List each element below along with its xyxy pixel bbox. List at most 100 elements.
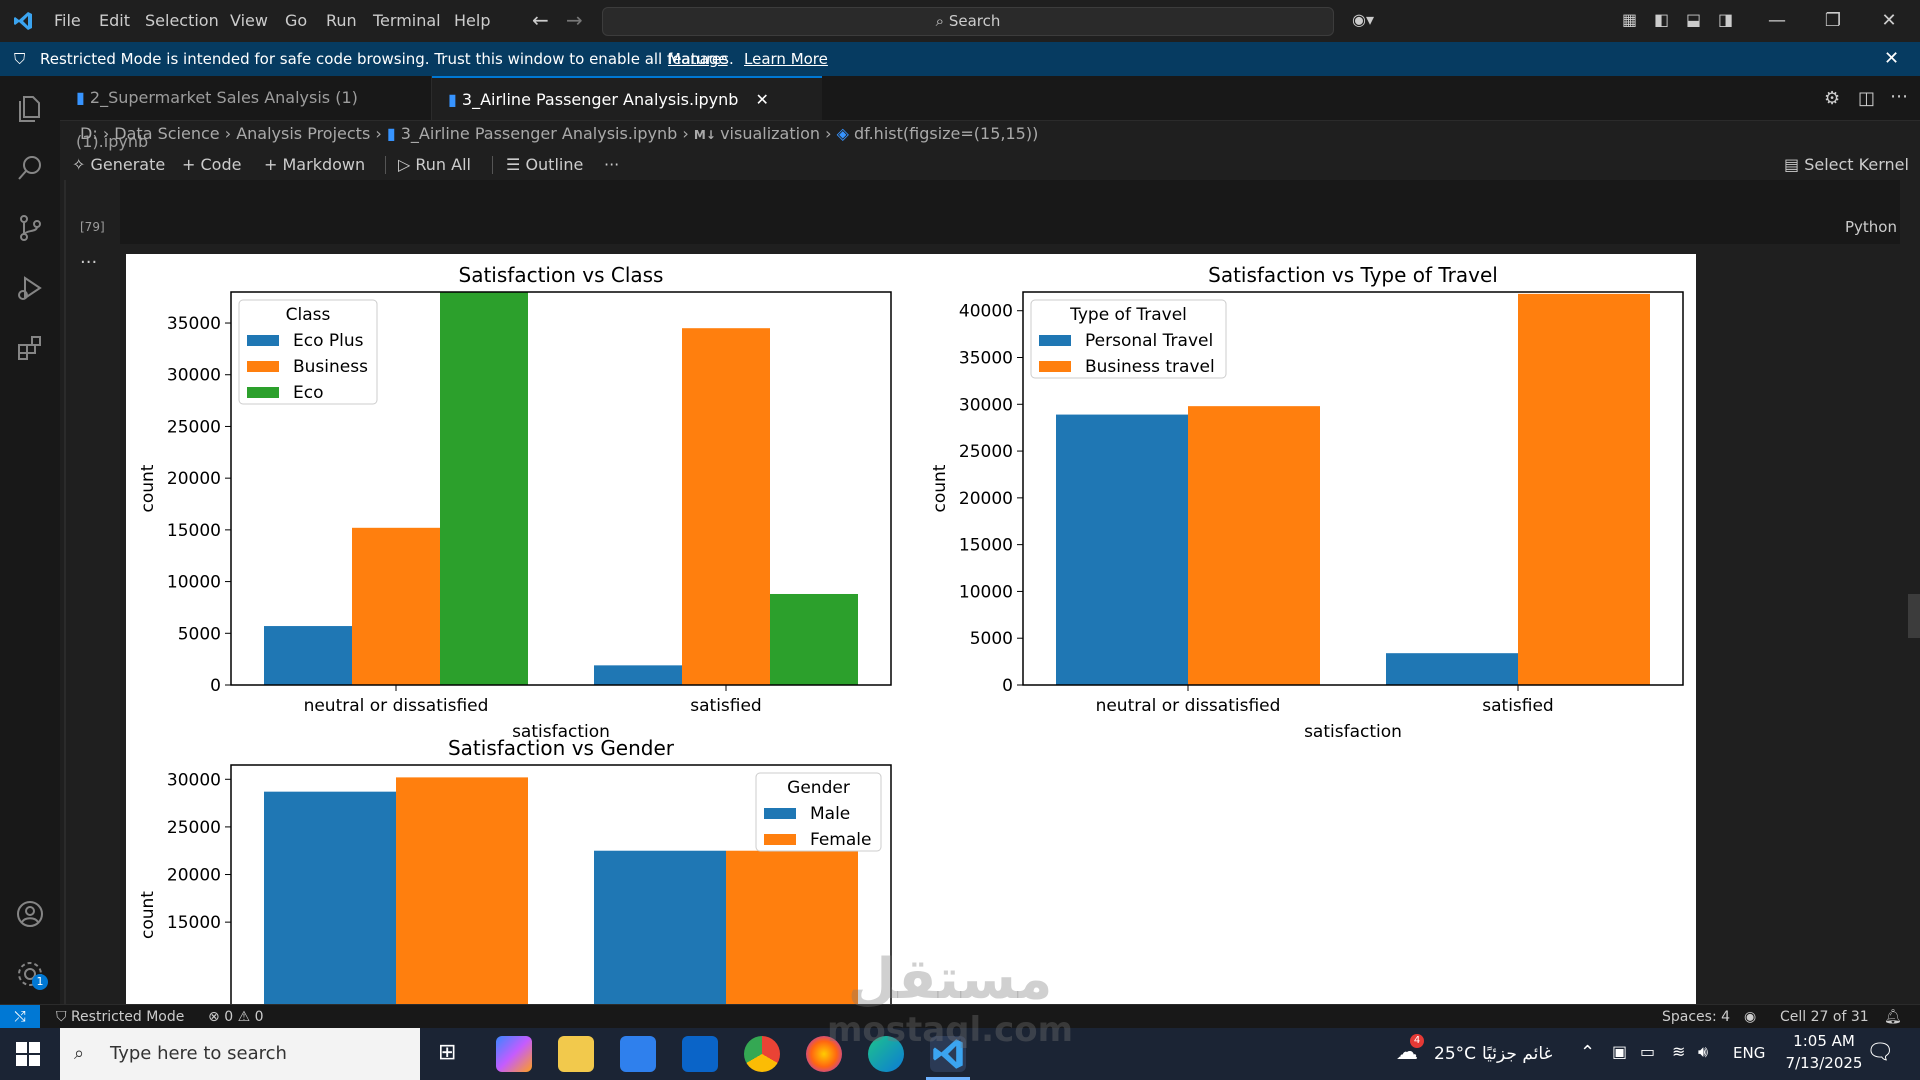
input-language[interactable]: ENG (1733, 1044, 1766, 1062)
settings-badge: 1 (32, 974, 48, 990)
temperature[interactable]: 25°C (1434, 1044, 1477, 1064)
edge-icon[interactable] (868, 1036, 904, 1072)
command-search-box[interactable]: ⌕ Search (602, 7, 1334, 36)
y-tick-label: 25000 (167, 818, 221, 838)
bar-business (352, 527, 440, 685)
accounts-icon[interactable] (0, 884, 60, 944)
notebook-toolbar: ✧ Generate + Code + Markdown ▷ Run All ☰… (60, 150, 1920, 180)
code-cell[interactable] (120, 180, 1900, 244)
add-markdown-button[interactable]: + Markdown (264, 150, 365, 180)
copilot-icon[interactable]: ◉▾ (1352, 10, 1374, 29)
copilot-status-icon[interactable]: ◉ (1744, 1009, 1757, 1025)
close-banner-icon[interactable]: ✕ (1884, 48, 1900, 69)
y-tick-label: 15000 (167, 521, 221, 541)
manage-gear-icon[interactable] (0, 944, 60, 1004)
firefox-icon[interactable] (806, 1036, 842, 1072)
menu-help[interactable]: Help (454, 11, 491, 30)
toggle-secondary-sidebar-icon[interactable]: ◨ (1718, 10, 1734, 29)
clock-date[interactable]: 7/13/2025 (1785, 1054, 1863, 1072)
forward-arrow-icon[interactable]: → (566, 8, 583, 32)
add-code-button[interactable]: + Code (182, 150, 241, 180)
menu-view[interactable]: View (230, 11, 268, 30)
y-tick-label: 15000 (167, 913, 221, 933)
breadcrumb-item[interactable]: df.hist(figsize=(15,15)) (853, 124, 1039, 143)
bar-male (594, 850, 726, 1004)
learn-more-link[interactable]: Learn More (744, 50, 828, 68)
notifications-bell-icon[interactable]: 🔔︎ (1884, 1009, 1902, 1025)
output-actions-button[interactable]: ··· (80, 252, 98, 273)
menu-file[interactable]: File (54, 11, 81, 30)
copilot-app-icon[interactable] (496, 1036, 532, 1072)
explorer-icon[interactable] (0, 78, 60, 138)
extensions-icon[interactable] (0, 318, 60, 378)
notebook-file-icon: ▮ (76, 88, 90, 107)
restricted-mode-status[interactable]: ⛉ Restricted Mode (56, 1005, 184, 1029)
menu-edit[interactable]: Edit (99, 11, 130, 30)
tab-airline[interactable]: ▮ 3_Airline Passenger Analysis.ipynb ✕ (432, 76, 822, 120)
bar-business-travel (1518, 293, 1650, 685)
tab-supermarket[interactable]: ▮ 2_Supermarket Sales Analysis (1) (1).i… (60, 76, 432, 151)
source-control-icon[interactable] (0, 198, 60, 258)
toolbar-more-button[interactable]: ··· (604, 155, 620, 174)
split-editor-icon[interactable]: ◫ (1858, 88, 1876, 109)
close-tab-icon[interactable]: ✕ (755, 90, 769, 109)
legend-label: Business travel (1085, 357, 1215, 377)
windows-start-icon[interactable] (16, 1042, 40, 1070)
cell-position-status[interactable]: Cell 27 of 31 (1780, 1009, 1869, 1025)
outline-button[interactable]: ☰ Outline (506, 150, 583, 180)
menu-run[interactable]: Run (326, 11, 357, 30)
search-icon[interactable] (0, 138, 60, 198)
breadcrumb-item[interactable]: D: (80, 124, 98, 143)
run-all-button[interactable]: ▷ Run All (398, 150, 471, 180)
clock-time[interactable]: 1:05 AM (1793, 1032, 1855, 1050)
volume-icon[interactable]: 🔊︎ (1698, 1042, 1709, 1061)
run-debug-icon[interactable] (0, 258, 60, 318)
notebook-settings-icon[interactable]: ⚙ (1824, 88, 1841, 109)
problems-status[interactable]: ⊗ 0 ⚠ 0 (208, 1005, 264, 1029)
outlook-icon[interactable] (682, 1036, 718, 1072)
bar-eco-plus (264, 626, 352, 685)
remote-indicator-icon[interactable]: ⤭ (0, 1005, 40, 1029)
file-explorer-icon[interactable] (558, 1036, 594, 1072)
restore-icon[interactable]: ❐ (1824, 10, 1842, 31)
banner-message: Restricted Mode is intended for safe cod… (40, 50, 734, 68)
taskbar-search-box[interactable]: ⌕ Type here to search (60, 1028, 420, 1080)
close-window-icon[interactable]: ✕ (1881, 10, 1897, 31)
toggle-panel-icon[interactable]: ⬓ (1686, 10, 1702, 29)
microsoft-store-icon[interactable] (620, 1036, 656, 1072)
chevron-up-icon[interactable]: ⌃ (1580, 1042, 1596, 1063)
task-view-icon[interactable]: ⊞ (438, 1040, 457, 1065)
battery-icon[interactable]: ▭ (1640, 1042, 1656, 1061)
y-axis-label: count (138, 464, 158, 512)
chevron-right-icon: › (102, 124, 115, 143)
breadcrumb-item[interactable]: Data Science (114, 124, 220, 143)
vscode-taskbar-icon[interactable] (930, 1036, 966, 1072)
generate-button[interactable]: ✧ Generate (72, 150, 165, 180)
breadcrumb-item[interactable]: Analysis Projects (236, 124, 371, 143)
cell-language[interactable]: Python (1845, 218, 1897, 236)
warning-icon: ⚠ (237, 1009, 255, 1025)
meet-now-icon[interactable]: ▣ (1612, 1042, 1628, 1061)
select-kernel-button[interactable]: ▤ Select Kernel (1784, 150, 1909, 180)
wifi-icon[interactable]: ≋ (1672, 1042, 1686, 1061)
indentation-status[interactable]: Spaces: 4 (1662, 1009, 1731, 1025)
notification-center-icon[interactable]: 🗨︎ (1866, 1040, 1894, 1065)
manage-link[interactable]: Manage (668, 50, 728, 68)
legend-label: Personal Travel (1085, 331, 1213, 351)
bar-personal-travel (1056, 414, 1188, 685)
more-actions-icon[interactable]: ⋯ (1890, 86, 1908, 107)
back-arrow-icon[interactable]: ← (532, 8, 549, 32)
minimize-icon[interactable]: — (1768, 10, 1786, 31)
menu-go[interactable]: Go (285, 11, 308, 30)
breadcrumb-item[interactable]: 3_Airline Passenger Analysis.ipynb (400, 124, 678, 143)
menu-selection[interactable]: Selection (145, 11, 219, 30)
scrollbar-thumb[interactable] (1908, 594, 1920, 638)
toggle-sidebar-icon[interactable]: ◧ (1654, 10, 1670, 29)
weather-description[interactable]: غائم جزئيًا (1482, 1044, 1553, 1064)
y-tick-label: 20000 (959, 489, 1013, 509)
customize-layout-icon[interactable]: ▦ (1622, 10, 1638, 29)
chrome-icon[interactable] (744, 1036, 780, 1072)
menu-terminal[interactable]: Terminal (373, 11, 441, 30)
breadcrumb-item[interactable]: visualization (720, 124, 820, 143)
figure-canvas: Satisfaction vs Class 0 5000 10000 15000 2000… (138, 263, 1684, 1004)
